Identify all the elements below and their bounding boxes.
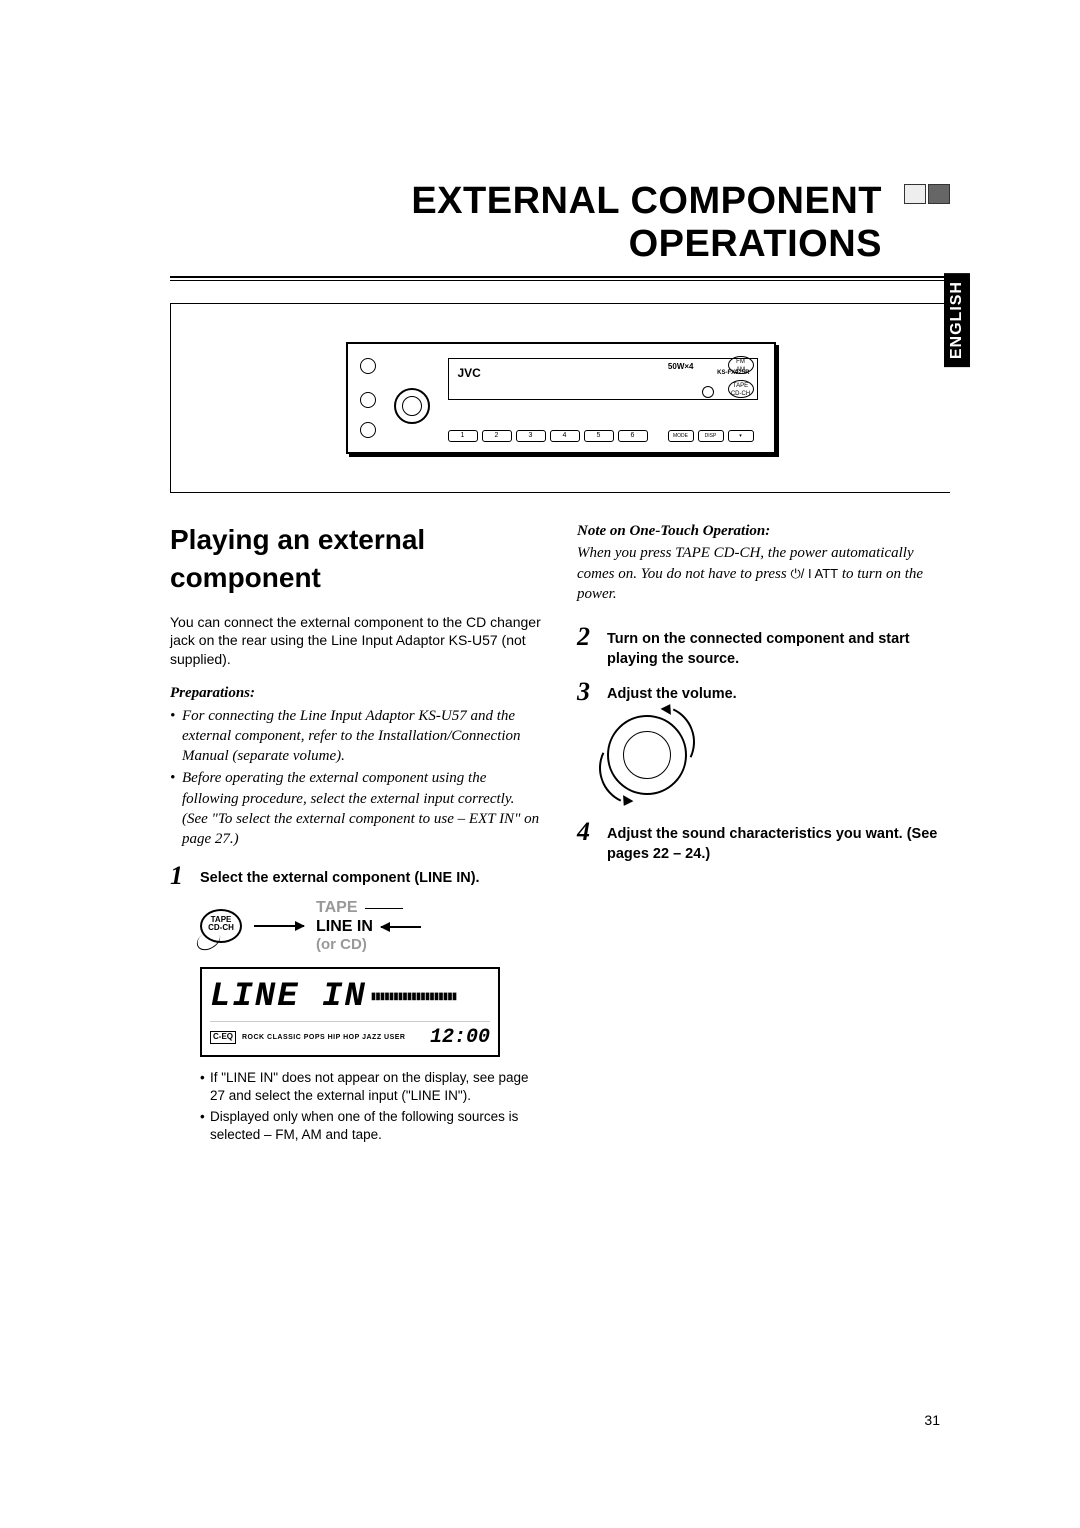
tape-button-figure: TAPECD-CH TAPE LINE IN (or CD) bbox=[200, 899, 543, 953]
step1-notes: If "LINE IN" does not appear on the disp… bbox=[170, 1069, 543, 1144]
mode-buttons-icon: MODE DISP ▾ bbox=[668, 430, 754, 442]
one-touch-note-body: When you press TAPE CD-CH, the power aut… bbox=[577, 543, 950, 604]
power-att-symbol: ⏻/ I ATT bbox=[790, 566, 838, 581]
step-4: 4 Adjust the sound characteristics you w… bbox=[577, 819, 950, 864]
step-3: 3 Adjust the volume. bbox=[577, 679, 950, 705]
step-number: 1 bbox=[170, 863, 190, 889]
prep-item: Before operating the external component … bbox=[170, 768, 543, 849]
display-main-text: LINE IN bbox=[210, 975, 367, 1021]
prep-item: For connecting the Line Input Adaptor KS… bbox=[170, 706, 543, 767]
preparations-label: Preparations: bbox=[170, 683, 543, 703]
number-buttons-icon: 1 2 3 4 5 6 bbox=[448, 430, 648, 442]
step-1: 1 Select the external component (LINE IN… bbox=[170, 863, 543, 889]
display-bars-icon: ▮▮▮▮▮▮▮▮▮▮▮▮▮▮▮▮▮▮▮ bbox=[371, 990, 457, 1004]
tape-cdch-button-icon: TAPECD-CH bbox=[728, 380, 754, 398]
arrow-right-icon bbox=[254, 925, 304, 927]
note-item: Displayed only when one of the following… bbox=[200, 1108, 543, 1144]
left-column: Playing an external component You can co… bbox=[170, 521, 543, 1146]
step-text: Adjust the volume. bbox=[607, 679, 737, 705]
page-title: EXTERNAL COMPONENT OPERATIONS bbox=[170, 180, 950, 266]
device-power: 50W×4 bbox=[668, 362, 694, 371]
step-number: 4 bbox=[577, 819, 597, 845]
page-number: 31 bbox=[924, 1412, 940, 1428]
one-touch-note-label: Note on One-Touch Operation: bbox=[577, 521, 950, 541]
device-illustration-frame: JVC 50W×4 KS-FX925R FMAM TAPECD-CH 1 2 3… bbox=[170, 303, 950, 493]
display-time: 12:00 bbox=[430, 1024, 490, 1051]
step-number: 2 bbox=[577, 624, 597, 650]
section-heading: Playing an external component bbox=[170, 521, 543, 597]
lcd-display-figure: LINE IN ▮▮▮▮▮▮▮▮▮▮▮▮▮▮▮▮▮▮▮ C-EQ ROCK CL… bbox=[200, 967, 500, 1057]
title-decoration-icons bbox=[904, 184, 950, 204]
tape-cdch-button-icon: TAPECD-CH bbox=[200, 909, 242, 943]
step-text: Turn on the connected component and star… bbox=[607, 624, 950, 669]
volume-knob-icon bbox=[607, 715, 687, 795]
intro-text: You can connect the external component t… bbox=[170, 613, 543, 670]
source-cycle-labels: TAPE LINE IN (or CD) bbox=[316, 899, 421, 953]
device-brand: JVC bbox=[458, 366, 481, 380]
fm-am-button-icon: FMAM bbox=[728, 356, 754, 374]
eq-tag: C-EQ bbox=[210, 1031, 236, 1044]
eq-modes: ROCK CLASSIC POPS HIP HOP JAZZ USER bbox=[242, 1033, 424, 1042]
step-text: Select the external component (LINE IN). bbox=[200, 863, 480, 889]
step-2: 2 Turn on the connected component and st… bbox=[577, 624, 950, 669]
step-number: 3 bbox=[577, 679, 597, 705]
right-column: Note on One-Touch Operation: When you pr… bbox=[577, 521, 950, 1146]
note-item: If "LINE IN" does not appear on the disp… bbox=[200, 1069, 543, 1105]
preparations-list: For connecting the Line Input Adaptor KS… bbox=[170, 706, 543, 850]
step-text: Adjust the sound characteristics you wan… bbox=[607, 819, 950, 864]
car-stereo-illustration: JVC 50W×4 KS-FX925R FMAM TAPECD-CH 1 2 3… bbox=[346, 342, 776, 454]
title-rule bbox=[170, 276, 950, 281]
